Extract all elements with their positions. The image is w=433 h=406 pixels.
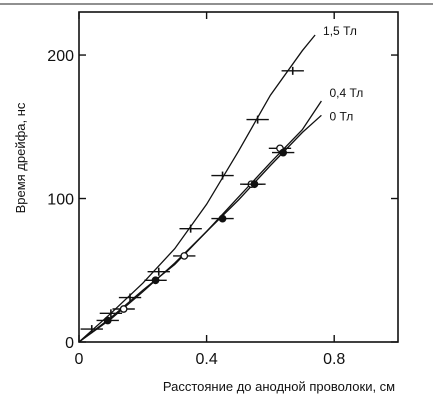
x-axis-title: Расстояние до анодной проволоки, см xyxy=(163,379,395,394)
data-point xyxy=(218,214,227,223)
y-axis-title: Время дрейфа, нс xyxy=(13,102,28,213)
data-point xyxy=(119,305,128,313)
series-curve-0 xyxy=(78,34,316,343)
y-axis: 0 100 200 xyxy=(47,48,398,352)
series-label: 1,5 Тл xyxy=(323,24,357,38)
x-axis: 0 0.4 0.8 xyxy=(75,12,345,368)
series-curve-1 xyxy=(78,100,322,343)
x-tick-label: 0.8 xyxy=(323,351,345,368)
series-labels: 1,5 Тл 0,4 Тл 0 Тл xyxy=(323,24,363,123)
data-point xyxy=(279,148,288,157)
y-tick-label: 100 xyxy=(47,192,74,209)
y-tick-label: 200 xyxy=(47,48,74,65)
x-tick-label: 0 xyxy=(75,351,84,368)
data-point xyxy=(103,316,112,325)
plot-frame xyxy=(78,11,399,343)
markers-layer xyxy=(80,66,304,334)
data-point xyxy=(180,252,189,260)
y-tick-label: 0 xyxy=(65,335,74,352)
data-point xyxy=(151,276,160,285)
series-label: 0,4 Тл xyxy=(329,86,363,100)
series-label: 0 Тл xyxy=(329,109,353,123)
data-point xyxy=(250,180,259,189)
curves-layer xyxy=(78,34,322,343)
x-tick-label: 0.4 xyxy=(195,351,217,368)
plot-border xyxy=(78,11,399,343)
